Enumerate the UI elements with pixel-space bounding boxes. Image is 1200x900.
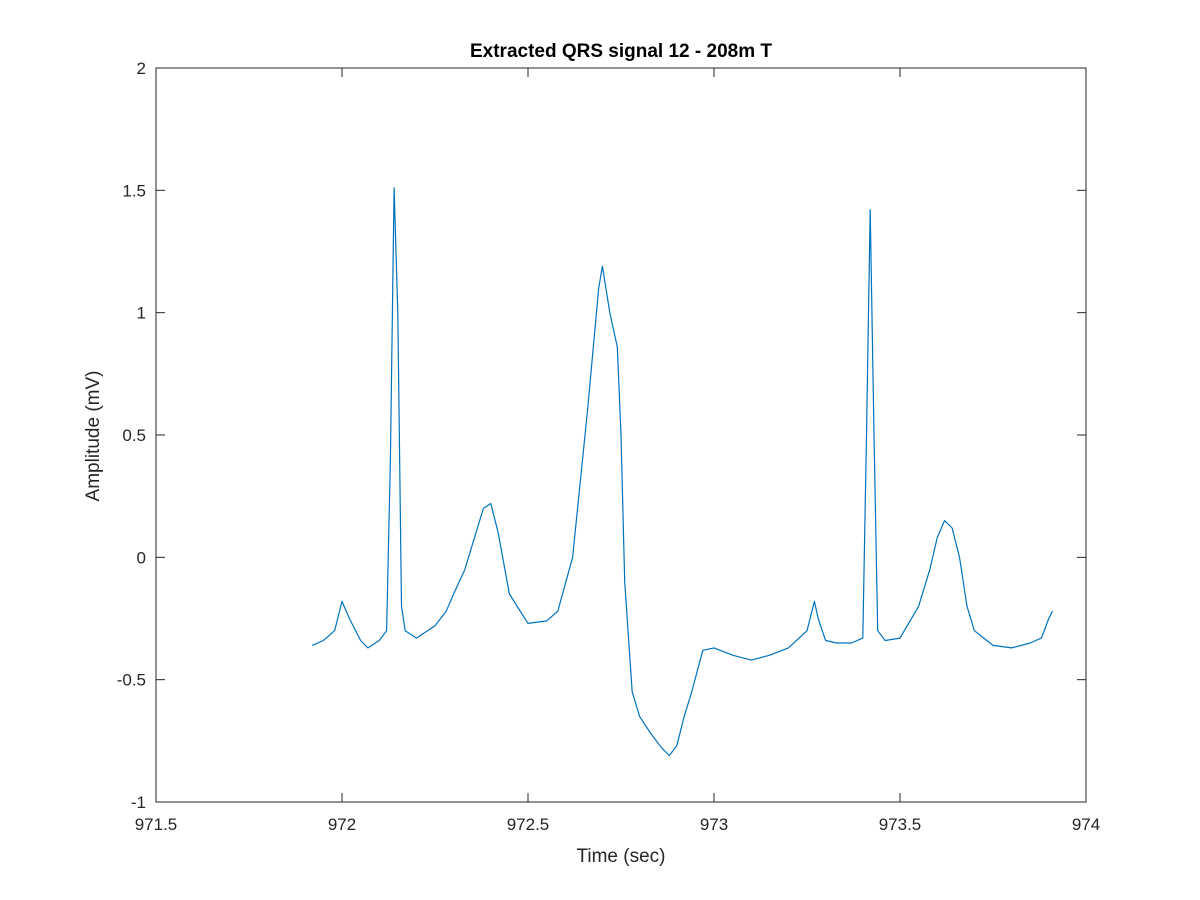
x-tick-label: 972.5	[507, 815, 550, 834]
y-tick-label: 0	[137, 548, 146, 567]
x-tick-label: 973	[700, 815, 728, 834]
y-axis-label: Amplitude (mV)	[83, 371, 104, 502]
x-tick-label: 972	[328, 815, 356, 834]
x-tick-label: 973.5	[879, 815, 922, 834]
y-tick-label: -0.5	[117, 671, 146, 690]
y-tick-label: 1.5	[122, 181, 146, 200]
x-axis-ticks: 971.5 972 972.5 973 973.5 974	[135, 68, 1100, 834]
y-tick-label: -1	[131, 793, 146, 812]
x-tick-label: 971.5	[135, 815, 178, 834]
y-tick-label: 0.5	[122, 426, 146, 445]
x-tick-label: 974	[1072, 815, 1100, 834]
signal-line	[311, 187, 1054, 757]
chart-title: Extracted QRS signal 12 - 208m T	[470, 41, 772, 62]
y-tick-label: 1	[137, 304, 146, 323]
x-axis-label: Time (sec)	[576, 846, 665, 867]
plot-area: 971.5 972 972.5 973 973.5 974 -1 -0.5 0 0.5 1 1.5 2	[117, 59, 1100, 834]
y-axis-ticks: -1 -0.5 0 0.5 1 1.5 2	[117, 59, 1086, 812]
y-tick-label: 2	[137, 59, 146, 78]
